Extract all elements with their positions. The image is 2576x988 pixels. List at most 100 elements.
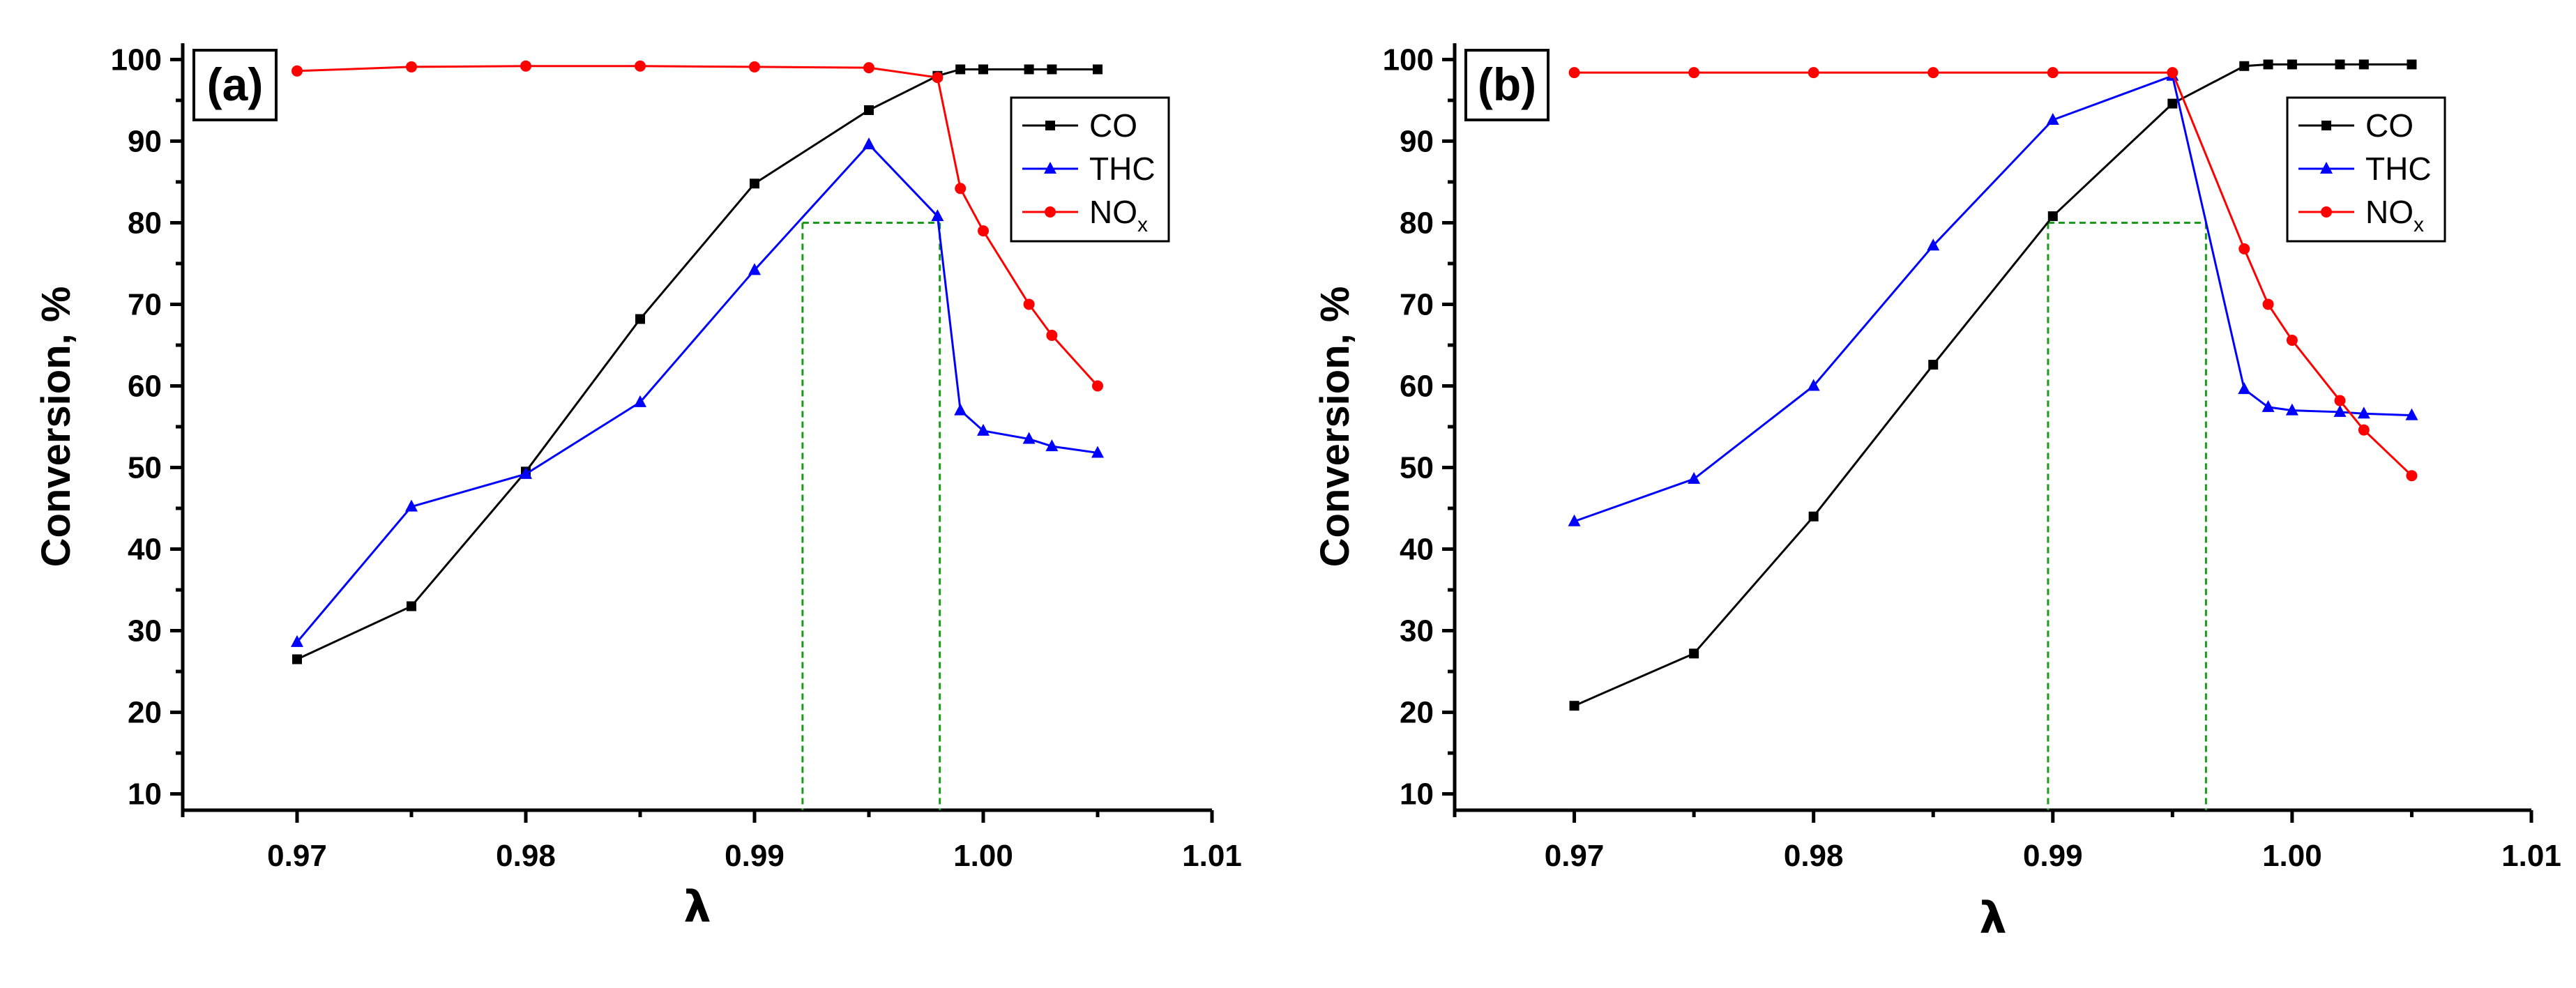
data-point-thc — [2405, 408, 2418, 420]
y-tick-label: 50 — [128, 451, 162, 485]
y-axis-label: Conversion, % — [1312, 287, 1358, 568]
data-point-thc — [1091, 446, 1104, 458]
data-point-co — [1689, 648, 1699, 659]
x-tick-label: 1.01 — [1182, 839, 1242, 873]
legend-label-thc: THC — [1089, 151, 1156, 187]
legend-marker-nox — [2321, 206, 2332, 218]
data-point-thc — [1927, 238, 1940, 251]
legend-label-thc: THC — [2365, 151, 2432, 187]
y-tick-label: 20 — [1400, 696, 1434, 730]
y-tick-label: 20 — [128, 696, 162, 730]
data-point-co — [2335, 59, 2345, 70]
y-tick-label: 90 — [1400, 124, 1434, 158]
legend-label-nox: NOx — [1089, 194, 1148, 236]
legend: CO THC NOx — [1010, 96, 1170, 243]
data-point-nox — [2358, 424, 2370, 436]
data-point-thc — [405, 499, 418, 512]
data-point-co — [1047, 64, 1057, 75]
data-point-co — [292, 654, 302, 664]
legend-marker-co — [1045, 121, 1055, 130]
data-point-thc — [863, 137, 875, 150]
y-tick-label: 40 — [1400, 533, 1434, 567]
data-point-co — [407, 601, 416, 611]
data-point-nox — [1092, 380, 1103, 392]
panel-label: (b) — [1478, 59, 1536, 110]
y-tick-label: 60 — [128, 369, 162, 403]
data-point-co — [2167, 98, 2178, 109]
data-point-co — [2263, 59, 2273, 70]
data-point-nox — [2286, 334, 2298, 346]
data-point-nox — [978, 225, 989, 237]
y-tick-label: 40 — [128, 533, 162, 567]
x-tick-label: 0.98 — [1784, 839, 1844, 873]
data-point-thc — [2238, 382, 2251, 395]
data-point-thc — [1568, 514, 1581, 526]
data-point-nox — [1568, 67, 1580, 79]
x-tick-label: 1.00 — [953, 839, 1013, 873]
x-axis-label: λ — [683, 881, 711, 932]
data-point-nox — [635, 60, 646, 72]
x-tick-label: 0.97 — [1545, 839, 1605, 873]
y-tick-label: 10 — [128, 777, 162, 812]
data-point-thc — [2357, 406, 2370, 419]
data-point-co — [1569, 701, 1579, 711]
series-line-nox — [1574, 71, 2413, 477]
data-point-thc — [2333, 404, 2347, 417]
x-tick-label: 0.99 — [725, 839, 785, 873]
y-tick-label: 80 — [128, 206, 162, 240]
y-axis-label: Conversion, % — [33, 287, 79, 568]
series-line-co — [296, 68, 1098, 660]
data-point-nox — [2262, 298, 2274, 310]
data-point-nox — [1927, 67, 1939, 79]
data-point-co — [864, 105, 874, 115]
data-point-co — [2047, 211, 2058, 222]
data-point-thc — [1022, 432, 1036, 444]
data-point-thc — [1807, 379, 1820, 391]
data-point-co — [2287, 59, 2297, 70]
y-tick-label: 50 — [1400, 451, 1434, 485]
panel-label: (a) — [207, 59, 264, 110]
legend-marker-thc — [2320, 162, 2333, 174]
data-point-nox — [520, 60, 531, 72]
data-point-co — [2407, 59, 2417, 70]
legend-label-co: CO — [2365, 107, 2414, 144]
data-point-nox — [863, 62, 874, 74]
data-point-nox — [955, 183, 967, 195]
x-tick-label: 0.98 — [496, 839, 556, 873]
series-line-co — [1573, 63, 2412, 707]
legend-subscript: x — [1137, 213, 1148, 236]
data-point-nox — [406, 61, 417, 73]
data-point-co — [978, 64, 988, 75]
data-point-thc — [931, 209, 944, 222]
data-point-thc — [2285, 403, 2298, 416]
legend-marker-nox — [1045, 206, 1056, 218]
y-tick-label: 70 — [128, 287, 162, 321]
data-point-co — [1928, 360, 1939, 370]
x-tick-label: 1.01 — [2501, 839, 2561, 873]
y-tick-label: 80 — [1400, 206, 1434, 240]
data-point-nox — [1688, 67, 1700, 79]
data-point-nox — [2406, 470, 2418, 482]
y-tick-label: 30 — [1400, 614, 1434, 648]
legend-marker-co — [2321, 121, 2331, 130]
data-point-thc — [1688, 471, 1701, 484]
panel-label-box — [1464, 49, 1550, 121]
data-point-co — [1808, 511, 1819, 522]
x-tick-label: 1.00 — [2262, 839, 2322, 873]
series-line-nox — [296, 65, 1099, 387]
legend-subscript: x — [2414, 213, 2424, 236]
data-point-thc — [1045, 439, 1059, 452]
data-point-nox — [1808, 67, 1819, 79]
data-point-thc — [520, 466, 532, 479]
chart-panel-a: 10 20 30 40 50 60 70 80 90 100 0.97 0.98 0.99 1.00 1.0… — [33, 43, 1242, 932]
data-point-nox — [1046, 329, 1058, 341]
data-point-co — [2358, 59, 2369, 70]
data-point-nox — [291, 65, 303, 77]
y-tick-label: 30 — [128, 614, 162, 648]
legend-label-co: CO — [1089, 107, 1137, 144]
data-point-thc — [977, 423, 990, 436]
data-point-co — [1093, 64, 1103, 75]
y-tick-label: 10 — [1400, 777, 1434, 812]
